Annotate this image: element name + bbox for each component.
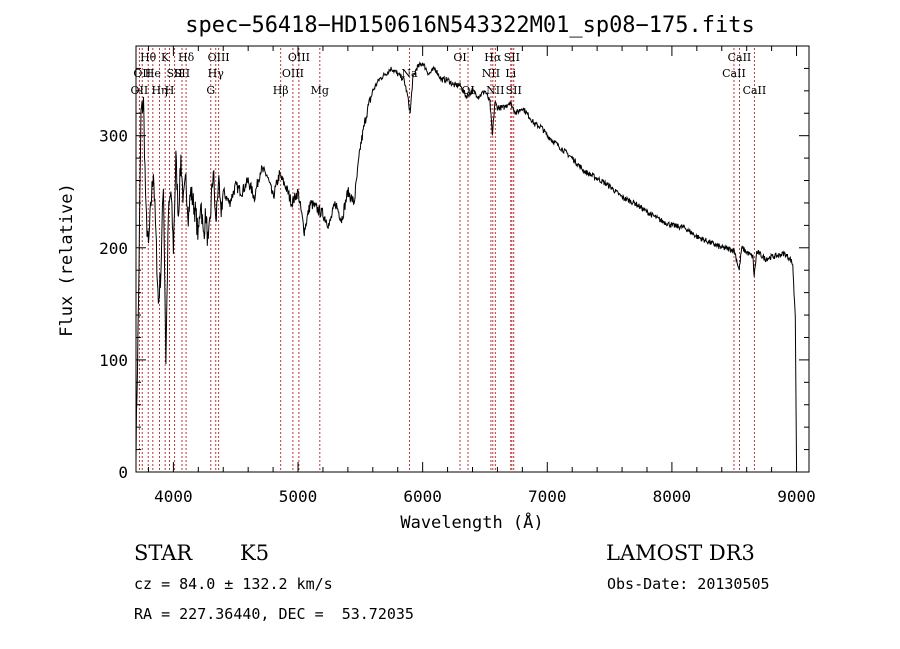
- line-markers: [138, 48, 755, 472]
- line-marker-label: Mg: [311, 84, 329, 97]
- coordinates: RA = 227.36440, DEC = 53.72035: [134, 605, 414, 623]
- y-tick-label: 100: [99, 351, 128, 370]
- line-marker-label: Hγ: [208, 67, 225, 80]
- survey-name: LAMOST DR3: [606, 541, 755, 565]
- x-tick-label: 8000: [653, 487, 692, 506]
- y-tick-label: 0: [118, 463, 128, 482]
- line-marker-label: Na: [401, 67, 418, 80]
- y-axis-label: Flux (relative): [57, 183, 77, 337]
- line-marker-label: CaII: [743, 84, 767, 97]
- line-marker-label: Hη: [151, 84, 167, 97]
- observation-date: Obs-Date: 20130505: [607, 575, 770, 593]
- x-tick-label: 4000: [154, 487, 193, 506]
- line-marker-label: SII: [506, 84, 522, 97]
- object-subclass: K5: [240, 541, 269, 565]
- object-class: STAR: [134, 541, 193, 565]
- line-marker-label: H: [165, 84, 175, 97]
- y-tick-label: 200: [99, 239, 128, 258]
- x-axis-label: Wavelength (Å): [400, 511, 543, 533]
- line-marker-label: OIII: [288, 51, 310, 64]
- x-tick-label: 5000: [279, 487, 318, 506]
- line-marker-label: OI: [453, 51, 466, 64]
- line-marker-label: Hβ: [273, 84, 289, 97]
- x-tick-label: 6000: [403, 487, 442, 506]
- spectrum-series: [135, 61, 797, 464]
- plot-frame: [135, 45, 810, 473]
- line-marker-label: Hδ: [178, 51, 195, 64]
- line-marker-label: Li: [505, 67, 516, 80]
- line-marker-label: CaII: [722, 67, 746, 80]
- redshift-info: cz = 84.0 ± 132.2 km/s: [134, 575, 333, 593]
- line-marker-label: He: [145, 67, 161, 80]
- line-marker-label: Hα: [484, 51, 502, 64]
- spectrum-line: [135, 61, 797, 464]
- line-marker-label: OIII: [282, 67, 304, 80]
- line-marker-label: NII: [482, 67, 500, 80]
- line-marker-label: CaII: [728, 51, 752, 64]
- line-marker-label: OII: [133, 67, 151, 80]
- line-marker-label: Hθ: [140, 51, 157, 64]
- line-marker-label: K: [161, 51, 170, 64]
- line-marker-label: OIII: [208, 51, 230, 64]
- line-marker-label: SII: [174, 67, 190, 80]
- y-axis-ticks: 0 100 200 300: [99, 45, 809, 482]
- x-axis-ticks: 4000 5000 6000 7000 8000 9000: [147, 46, 816, 506]
- line-marker-label: G: [206, 84, 215, 97]
- line-marker-label: NII: [486, 84, 504, 97]
- line-marker-labels: OIIOIIHθHeHηKHSIIHδSIIGHγOIIIHβOIIIOIIIM…: [131, 51, 767, 97]
- chart-title: spec−56418−HD150616N543322M01_sp08−175.f…: [185, 13, 755, 38]
- y-tick-label: 300: [99, 127, 128, 146]
- x-tick-label: 7000: [528, 487, 567, 506]
- line-marker-label: SII: [504, 51, 520, 64]
- line-marker-label: SII: [167, 67, 183, 80]
- x-tick-label: 9000: [777, 487, 816, 506]
